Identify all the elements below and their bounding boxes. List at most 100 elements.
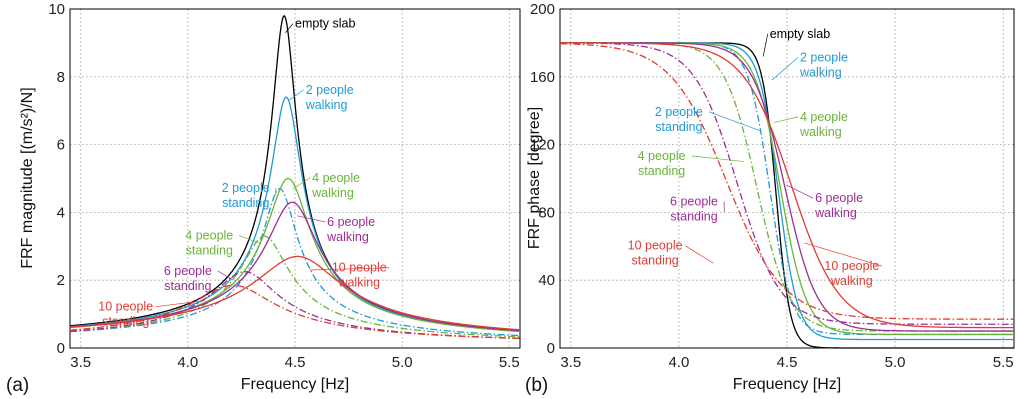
magnitude-series <box>69 14 521 340</box>
magnitude-annotation-label: walking <box>311 186 354 200</box>
phase-series-10-people-walking <box>560 42 1015 329</box>
phase-y-tick-label: 0 <box>547 340 555 357</box>
magnitude-annotation-label: standing <box>222 196 269 210</box>
phase-y-axis-label: FRF phase [degree] <box>526 107 543 249</box>
phase-annotation-label: standing <box>655 120 702 134</box>
phase-annotation-label: walking <box>799 125 842 139</box>
magnitude-series-10-people-walking <box>69 255 521 331</box>
magnitude-plot-frame <box>69 8 521 349</box>
magnitude-x-tick-label: 4.0 <box>177 354 198 371</box>
phase-x-axis-label: Frequency [Hz] <box>733 376 841 393</box>
phase-annotation-label: 6 people <box>815 191 863 205</box>
phase-y-ticks: 0 40 80 120 160 200 <box>530 1 555 357</box>
phase-annotation-label: 2 people <box>655 105 703 119</box>
magnitude-annotation-leader <box>155 300 206 308</box>
magnitude-annotation-label: walking <box>305 98 348 112</box>
magnitude-annotation-label: 4 people <box>312 171 360 185</box>
magnitude-annotation-label: 6 people <box>327 215 375 229</box>
phase-annotation-leader <box>691 155 744 162</box>
panel-label-b: (b) <box>525 375 548 396</box>
phase-annotation-label: walking <box>799 66 842 80</box>
magnitude-annotation-leader <box>285 23 294 33</box>
magnitude-annotation-leader <box>239 235 259 244</box>
phase-series-6-people-standing <box>560 42 1014 325</box>
magnitude-y-ticks: 0 2 4 6 8 10 <box>48 1 65 357</box>
magnitude-x-tick-label: 5.0 <box>392 354 413 371</box>
magnitude-annotation-leader <box>297 215 326 223</box>
phase-annotation-leader <box>786 184 814 199</box>
magnitude-annotation-label: 2 people <box>306 83 354 97</box>
magnitude-y-axis-label: FRF magnitude [(m/s²)/N] <box>19 87 36 268</box>
magnitude-annotation-label: 2 people <box>222 181 270 195</box>
phase-annotation-label: standing <box>638 164 685 178</box>
phase-plot-frame <box>559 8 1015 349</box>
phase-x-tick-label: 4.0 <box>668 354 689 371</box>
magnitude-annotation-label: standing <box>164 279 211 293</box>
phase-annotation-leader <box>804 242 882 267</box>
phase-y-tick-label: 160 <box>530 69 555 86</box>
phase-annotation-label: walking <box>830 274 873 288</box>
phase-x-tick-label: 5.0 <box>885 354 906 371</box>
magnitude-y-tick-label: 0 <box>57 340 65 357</box>
magnitude-annotation-leader <box>288 89 304 101</box>
phase-x-tick-label: 5.5 <box>993 354 1014 371</box>
magnitude-annotation-leader <box>292 177 311 189</box>
phase-series-2-people-standing <box>560 42 1014 336</box>
magnitude-y-tick-label: 2 <box>57 272 65 289</box>
phase-x-ticks: 3.5 4.0 4.5 5.0 5.5 <box>560 354 1013 371</box>
magnitude-annotation-leader <box>309 267 390 271</box>
phase-series-4-people-walking <box>560 42 1014 336</box>
magnitude-annotation-label: walking <box>337 276 380 290</box>
magnitude-x-tick-label: 3.5 <box>70 354 91 371</box>
phase-annotation-label: 4 people <box>800 110 848 124</box>
phase-annotation-label: 10 people <box>824 259 879 273</box>
phase-annotation-leader <box>684 245 714 264</box>
phase-annotation-label: walking <box>814 206 857 220</box>
magnitude-x-ticks: 3.5 4.0 4.5 5.0 5.5 <box>70 354 519 371</box>
magnitude-annotation-label: walking <box>326 230 369 244</box>
magnitude-annotation-label: 10 people <box>332 261 387 275</box>
phase-series <box>559 42 1015 349</box>
magnitude-y-tick-label: 4 <box>57 204 65 221</box>
phase-annotation-label: 10 people <box>628 239 683 253</box>
magnitude-y-tick-label: 8 <box>57 69 65 86</box>
phase-annotation-label: standing <box>631 254 678 268</box>
magnitude-annotation-leader <box>217 270 231 279</box>
magnitude-x-tick-label: 5.5 <box>499 354 520 371</box>
phase-annotation-leader <box>773 116 799 123</box>
magnitude-x-axis-label: Frequency [Hz] <box>241 376 349 393</box>
magnitude-y-tick-label: 10 <box>48 1 65 18</box>
magnitude-annotation-label: standing <box>186 244 233 258</box>
phase-y-tick-label: 120 <box>530 137 555 154</box>
magnitude-annotation-label: 10 people <box>98 300 153 314</box>
panel-label-a: (a) <box>6 375 29 396</box>
phase-annotation-leader <box>762 33 769 57</box>
phase-y-tick-label: 80 <box>538 204 555 221</box>
phase-grid <box>560 8 1014 349</box>
magnitude-grid <box>70 8 520 349</box>
magnitude-y-tick-label: 6 <box>57 137 65 154</box>
magnitude-series-4-people-standing <box>69 235 521 338</box>
phase-y-tick-label: 200 <box>530 1 555 18</box>
magnitude-annotation-label: empty slab <box>295 17 355 31</box>
phase-annotation-leader <box>708 111 762 132</box>
phase-y-tick-label: 40 <box>538 272 555 289</box>
magnitude-series-10-people-standing <box>69 284 521 340</box>
phase-x-tick-label: 3.5 <box>560 354 581 371</box>
magnitude-annotation-label: 6 people <box>164 264 212 278</box>
phase-annotation-label: 6 people <box>670 195 718 209</box>
magnitude-series-2-people-standing <box>69 187 521 337</box>
phase-annotation-label: 2 people <box>800 51 848 65</box>
phase-annotation-label: standing <box>670 210 717 224</box>
magnitude-annotation-label: 4 people <box>185 229 233 243</box>
phase-x-tick-label: 4.5 <box>777 354 798 371</box>
phase-annotation-label: empty slab <box>770 27 830 41</box>
phase-annotation-leader <box>771 57 799 81</box>
magnitude-x-tick-label: 4.5 <box>285 354 306 371</box>
phase-annotation-label: 4 people <box>638 149 686 163</box>
